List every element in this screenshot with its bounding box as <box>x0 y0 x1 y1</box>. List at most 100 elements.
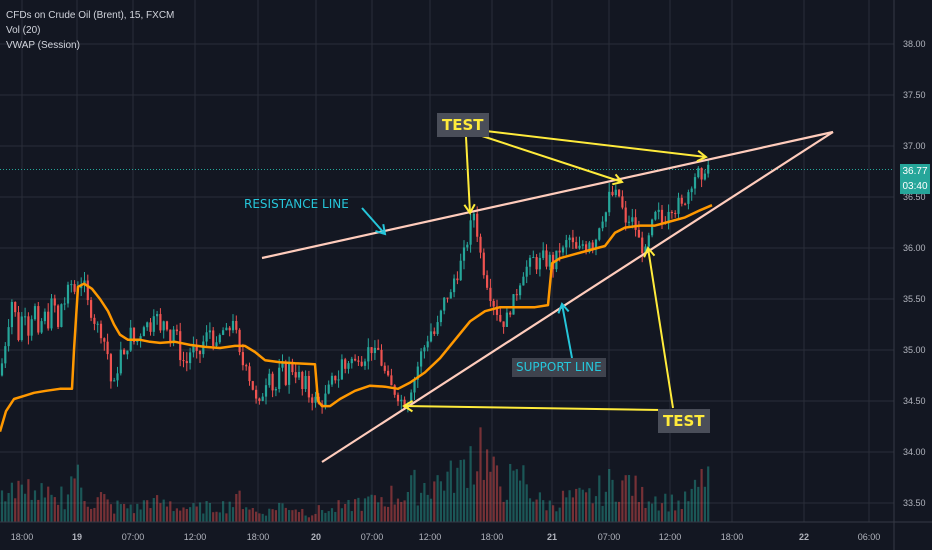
volume-bar <box>132 513 136 522</box>
test-label-bottom[interactable]: TEST <box>658 409 710 433</box>
test-arrow-third-high-head <box>696 150 708 163</box>
volume-bar <box>202 513 205 522</box>
candle-body <box>132 327 136 342</box>
volume-bar <box>159 503 162 522</box>
volume-bar <box>185 508 188 522</box>
volume-bar <box>588 488 591 522</box>
volume-bar <box>291 510 294 522</box>
candle-body <box>515 294 518 296</box>
volume-bar <box>657 510 660 522</box>
candle-body <box>647 235 650 247</box>
candle-body <box>301 371 304 389</box>
candle-body <box>274 388 277 391</box>
candle-body <box>594 239 598 249</box>
candle-body <box>294 372 297 378</box>
x-tick-label: 22 <box>799 532 809 542</box>
volume-bar <box>545 510 548 522</box>
candle-body <box>0 363 4 376</box>
volume-bar <box>459 459 462 522</box>
candle-body <box>687 192 690 204</box>
volume-bar <box>400 501 403 522</box>
volume-bar <box>433 481 436 522</box>
volume-bar <box>10 482 13 522</box>
annotation-arrows[interactable] <box>361 130 708 413</box>
candle-body <box>618 189 621 197</box>
candle-body <box>624 207 627 223</box>
volume-bar <box>680 509 683 522</box>
trendlines[interactable] <box>261 130 834 463</box>
symbol-title[interactable]: CFDs on Crude Oil (Brent), 15, FXCM <box>6 10 175 21</box>
candle-body <box>651 219 654 236</box>
candle-body <box>383 365 386 371</box>
candle-body <box>139 336 142 341</box>
volume-bar <box>99 492 103 522</box>
volume-bar <box>479 427 482 522</box>
candle-body <box>680 197 683 204</box>
volume-bar <box>571 497 574 522</box>
volume-bar <box>149 508 152 522</box>
volume-bar <box>301 508 304 522</box>
test-arrow-low-right-head <box>643 246 656 258</box>
volume-bar <box>667 511 670 522</box>
volume-bar <box>426 494 429 522</box>
candle-body <box>264 385 268 397</box>
volume-bar <box>631 495 634 522</box>
volume-bar <box>660 503 664 522</box>
candle-body <box>367 347 370 362</box>
candle-body <box>598 228 601 240</box>
support-trendline <box>321 131 834 463</box>
support-line-label[interactable]: SUPPORT LINE <box>512 358 606 377</box>
candle-body <box>377 347 380 350</box>
volume-bar <box>96 497 99 522</box>
x-tick-label: 18:00 <box>481 532 504 542</box>
volume-bar <box>330 508 334 522</box>
volume-bar <box>601 505 604 522</box>
volume-bar <box>406 491 409 522</box>
candle-body <box>495 306 499 315</box>
volume-bar <box>377 502 380 522</box>
candle-body <box>228 327 231 331</box>
volume-bar <box>403 500 406 522</box>
volume-bar <box>611 479 614 522</box>
candle-body <box>660 209 664 223</box>
volume-bar <box>512 470 515 522</box>
volume-bar <box>443 490 446 522</box>
candle-body <box>568 237 571 241</box>
candle-body <box>449 292 452 299</box>
vwap-line <box>0 204 713 432</box>
resistance-line-label[interactable]: RESISTANCE LINE <box>244 197 349 211</box>
candlesticks <box>0 158 710 414</box>
volume-bar <box>4 501 7 522</box>
candle-body <box>60 304 63 327</box>
volume-bar <box>700 468 703 522</box>
volume-bar <box>311 515 314 522</box>
volume-bar <box>519 480 522 522</box>
candle-body <box>90 300 93 318</box>
volume-bar <box>396 498 400 522</box>
volume-bar <box>218 512 221 522</box>
candle-body <box>436 322 439 334</box>
candle-body <box>641 237 644 254</box>
vwap-indicator-label[interactable]: VWAP (Session) <box>6 40 80 51</box>
x-tick-label: 12:00 <box>419 532 442 542</box>
x-tick-label: 07:00 <box>598 532 621 542</box>
volume-bar <box>363 498 367 522</box>
volume-bar <box>30 499 33 522</box>
volume-bar <box>304 515 307 522</box>
candle-body <box>182 360 185 362</box>
volume-bar <box>581 489 584 522</box>
candle-body <box>423 347 426 352</box>
volume-bar <box>436 475 439 522</box>
volume-bar <box>261 513 264 522</box>
volume-bar <box>215 511 218 522</box>
volume-bar <box>532 501 535 522</box>
volume-bar <box>146 500 149 522</box>
candle-body <box>106 341 109 355</box>
test-label-top[interactable]: TEST <box>437 113 489 137</box>
volume-bar <box>27 479 30 522</box>
volume-bar <box>420 492 423 522</box>
volume-bar <box>152 498 155 522</box>
volume-indicator-label[interactable]: Vol (20) <box>6 25 41 36</box>
